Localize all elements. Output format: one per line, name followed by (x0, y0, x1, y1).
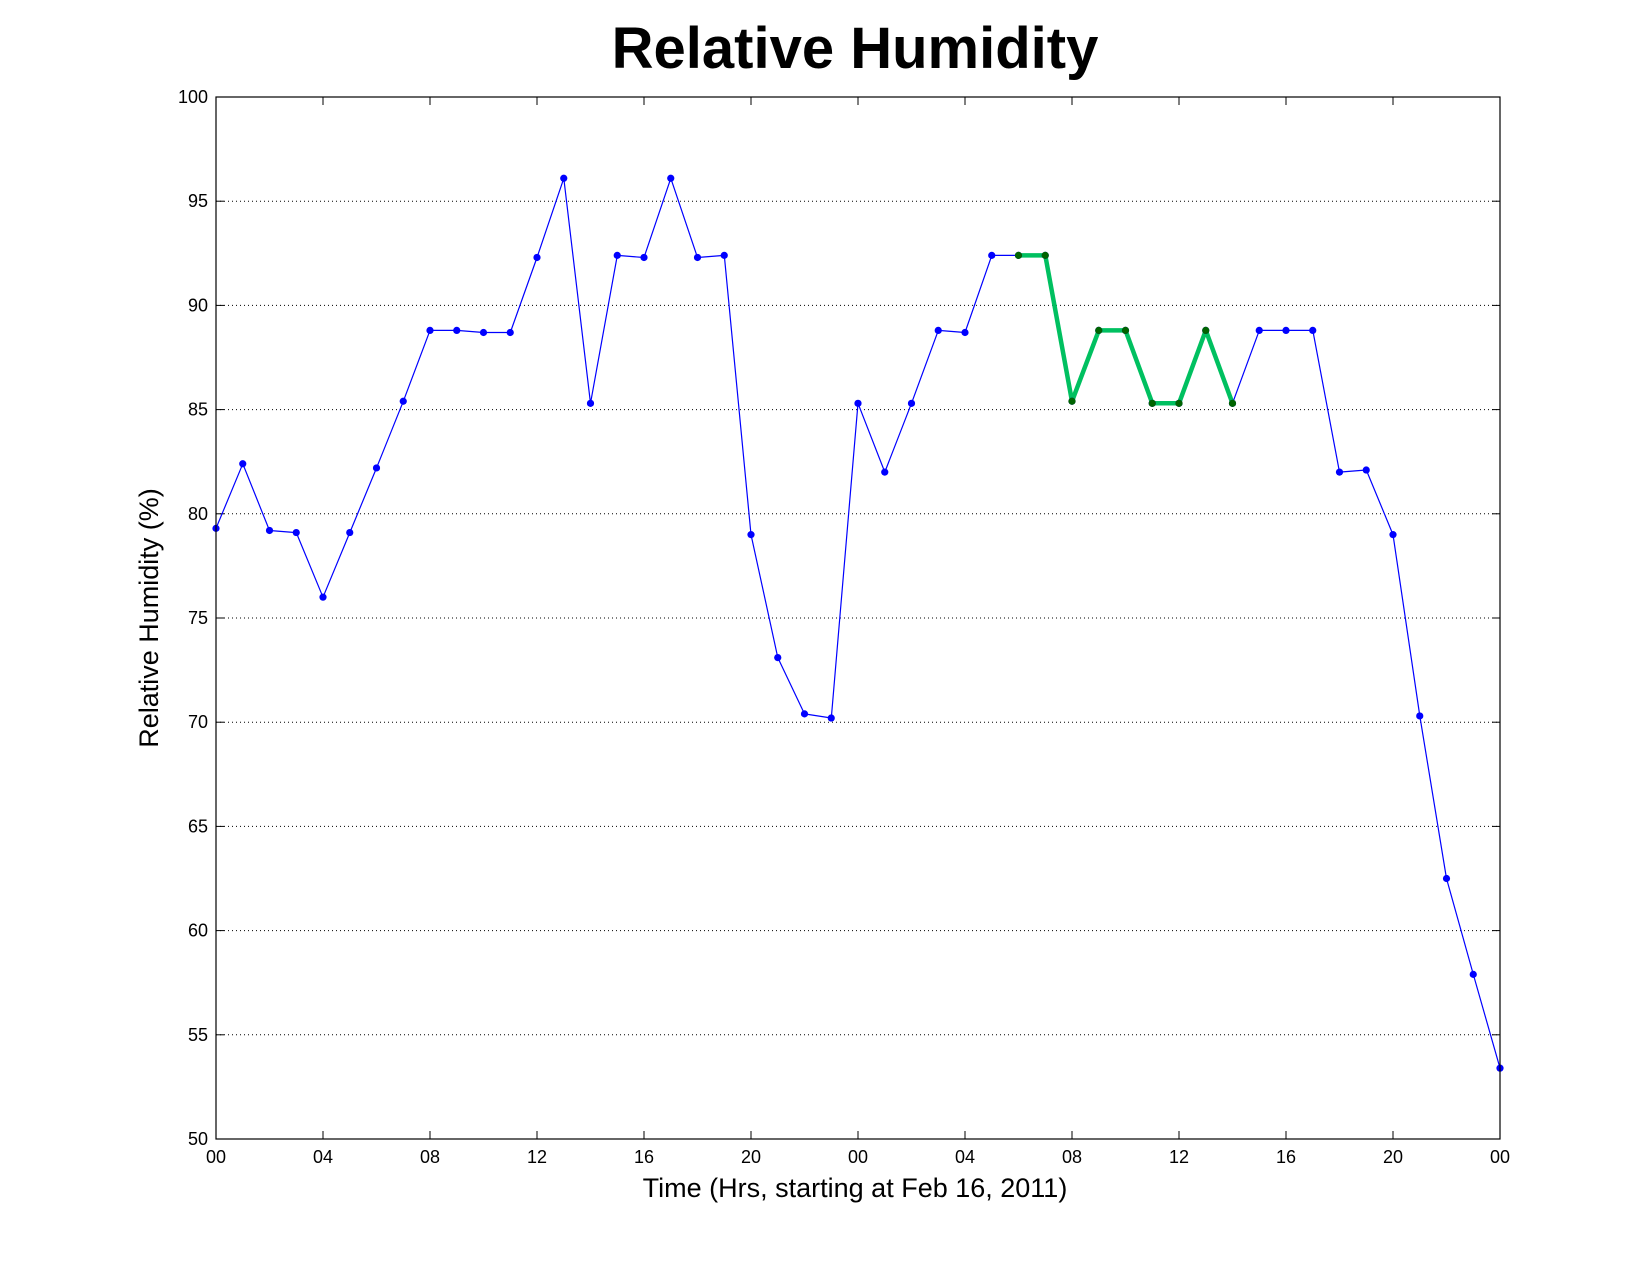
data-point (693, 253, 702, 262)
x-tick-label: 04 (955, 1147, 975, 1167)
x-tick-label: 00 (848, 1147, 868, 1167)
data-point (1469, 970, 1477, 978)
y-tick-label: 55 (188, 1025, 208, 1045)
data-point (1389, 531, 1397, 539)
plot-frame (215, 96, 1501, 1140)
data-point (426, 326, 434, 335)
x-tick-label: 12 (1169, 1147, 1189, 1167)
data-point (640, 253, 648, 262)
y-tick-label: 100 (178, 87, 208, 107)
data-point (265, 526, 274, 535)
data-point (292, 528, 300, 537)
x-axis-label: Time (Hrs, starting at Feb 16, 2011) (643, 1173, 1068, 1203)
x-tick-label: 00 (1490, 1147, 1510, 1167)
data-point (907, 399, 916, 407)
x-tick-label: 08 (1062, 1147, 1082, 1167)
data-point (453, 326, 461, 335)
y-axis-label: Relative Humidity (%) (134, 488, 164, 748)
highlight-data-point (1228, 399, 1237, 407)
data-point (319, 593, 327, 601)
data-point (560, 174, 568, 182)
data-point (720, 251, 728, 259)
x-tick-label: 16 (634, 1147, 654, 1167)
data-point (747, 531, 755, 539)
x-tick-label: 20 (1383, 1147, 1403, 1167)
data-point (1335, 468, 1344, 476)
data-point (506, 328, 514, 337)
data-point (1282, 326, 1290, 335)
data-point (239, 460, 247, 468)
data-point (372, 464, 381, 472)
data-point (774, 653, 782, 662)
data-point (1255, 326, 1263, 335)
data-point (961, 328, 969, 337)
axis-ticks: 50 55 60 65 70 75 80 85 90 95 100 00 04 08 12 16 20 00 04 0… (178, 87, 1510, 1167)
y-tick-label: 50 (188, 1129, 208, 1149)
highlight-data-point (1121, 326, 1130, 335)
highlight-data-point (1095, 326, 1103, 335)
data-point (346, 528, 354, 537)
y-tick-label: 65 (188, 816, 208, 836)
data-point (667, 174, 675, 182)
data-point (613, 251, 621, 259)
x-tick-label: 08 (420, 1147, 440, 1167)
data-point (988, 251, 996, 259)
highlight-data-point (1175, 399, 1183, 407)
y-tick-label: 60 (188, 921, 208, 941)
data-series (212, 174, 1504, 1072)
y-tick-label: 70 (188, 712, 208, 732)
data-point (1416, 712, 1424, 720)
x-tick-label: 04 (313, 1147, 333, 1167)
data-point (934, 326, 942, 335)
y-tick-label: 75 (188, 608, 208, 628)
series-line-humidity (215, 177, 1501, 1069)
highlight-data-point (1202, 326, 1210, 335)
data-point (399, 397, 407, 405)
data-point (1362, 466, 1370, 474)
highlight-data-point (1148, 399, 1156, 407)
chart-title: Relative Humidity (612, 16, 1099, 81)
data-point (586, 399, 595, 407)
data-point (533, 253, 541, 262)
x-tick-label: 00 (206, 1147, 226, 1167)
data-point (479, 328, 488, 337)
grid-lines (216, 200, 1500, 1036)
data-point (1309, 326, 1317, 335)
data-point (854, 399, 862, 407)
y-tick-label: 95 (188, 191, 208, 211)
highlight-data-point (1041, 251, 1049, 259)
data-point (827, 714, 835, 722)
x-tick-label: 12 (527, 1147, 547, 1167)
y-tick-label: 85 (188, 400, 208, 420)
y-tick-label: 80 (188, 504, 208, 524)
data-point (1442, 874, 1451, 883)
data-point (800, 710, 809, 718)
highlight-data-point (1068, 397, 1076, 405)
y-tick-label: 90 (188, 295, 208, 315)
x-tick-label: 20 (741, 1147, 761, 1167)
data-point (881, 468, 889, 476)
highlight-data-point (1014, 251, 1023, 259)
x-tick-label: 16 (1276, 1147, 1296, 1167)
